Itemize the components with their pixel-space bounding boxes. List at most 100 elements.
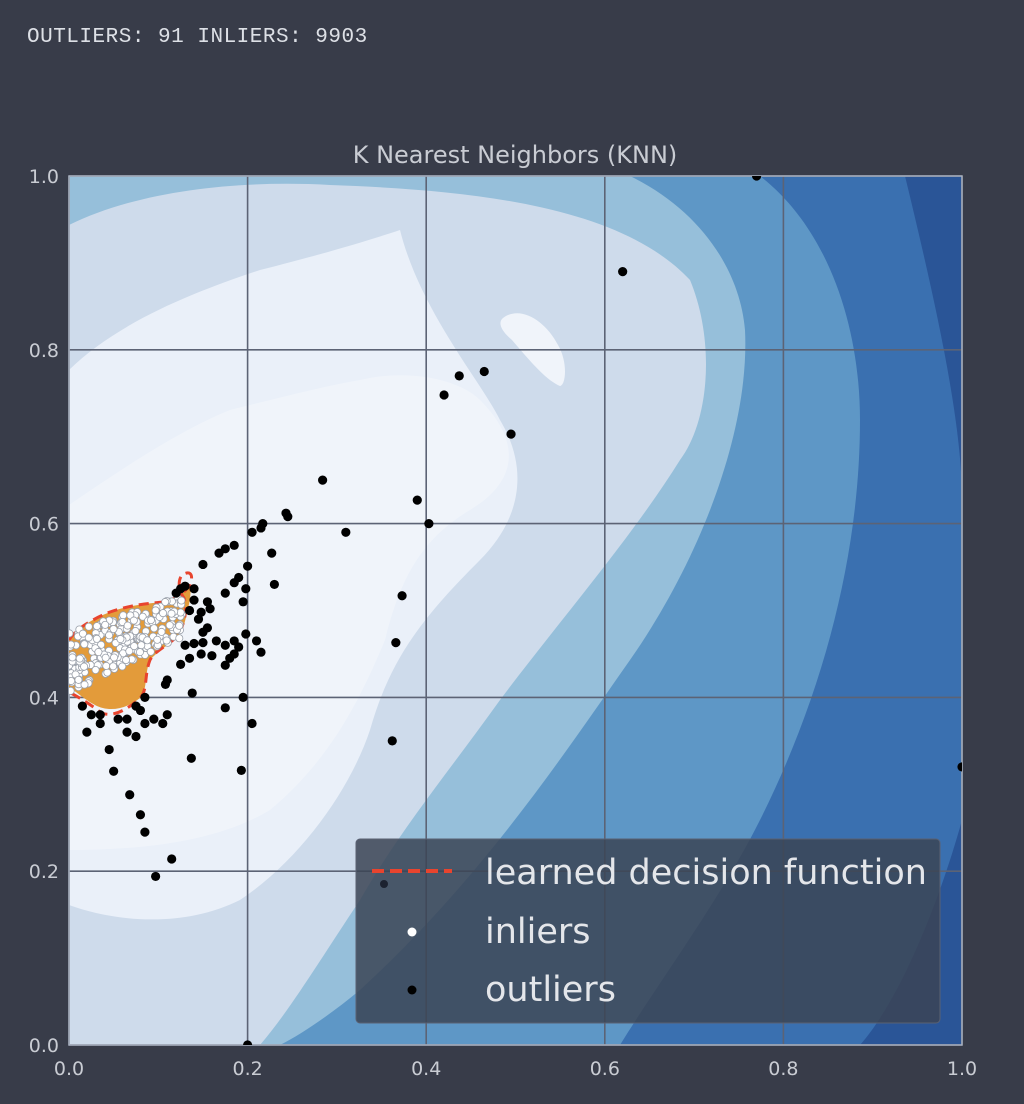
outlier-point	[220, 588, 230, 598]
outlier-point	[318, 475, 328, 485]
outlier-point	[412, 495, 422, 505]
outlier-point	[229, 578, 239, 588]
outlier-point	[397, 591, 407, 601]
inlier-point	[84, 633, 93, 642]
outlier-point	[86, 710, 96, 720]
inlier-point	[69, 686, 75, 695]
y-tick-label: 0.6	[29, 514, 59, 536]
outliers-points	[77, 176, 962, 1045]
outlier-point	[220, 660, 230, 670]
inlier-point	[105, 631, 114, 640]
legend-marker-inliers	[407, 927, 417, 937]
outlier-point	[122, 727, 132, 737]
legend: learned decision function inliers outlie…	[355, 838, 941, 1024]
inlier-point	[125, 647, 134, 656]
outlier-point	[256, 647, 266, 657]
contour-background	[69, 176, 962, 1045]
outlier-point	[160, 679, 171, 689]
outlier-point	[196, 607, 206, 617]
outlier-point	[506, 429, 516, 439]
inlier-point	[92, 634, 101, 643]
inlier-point	[129, 616, 138, 625]
x-tick-label: 1.0	[947, 1058, 977, 1080]
inlier-point	[151, 606, 160, 615]
outlier-point	[180, 640, 190, 650]
outlier-point	[752, 176, 762, 181]
inlier-point	[101, 653, 110, 662]
outlier-point	[207, 651, 217, 661]
x-tick-label: 0.0	[54, 1058, 84, 1080]
inlier-point	[161, 598, 170, 607]
outlier-point	[247, 718, 257, 729]
inlier-point	[159, 609, 168, 618]
x-tick-label: 0.2	[232, 1058, 262, 1080]
outlier-point	[140, 827, 150, 837]
inlier-point	[91, 666, 100, 675]
outlier-point	[387, 736, 397, 746]
outlier-point	[186, 753, 196, 763]
inlier-point	[80, 662, 89, 671]
outlier-point	[167, 854, 177, 864]
outlier-point	[220, 703, 230, 713]
outliers-count: 91	[158, 26, 185, 49]
inlier-point	[69, 676, 76, 685]
inlier-point	[101, 620, 110, 629]
inlier-point	[157, 627, 166, 636]
inlier-point	[138, 612, 147, 621]
outlier-point	[140, 718, 150, 729]
outlier-point	[251, 636, 262, 646]
outlier-point	[131, 731, 141, 742]
legend-marker-outliers	[407, 985, 417, 995]
inlier-point	[137, 641, 146, 650]
inlier-point	[110, 653, 119, 662]
plot-frame	[68, 175, 963, 1046]
inlier-point	[150, 624, 159, 633]
outlier-point	[256, 523, 266, 533]
legend-label-outliers: outliers	[485, 970, 616, 1010]
inlier-point	[122, 656, 131, 665]
outlier-point	[241, 584, 251, 594]
x-tick-label: 0.4	[411, 1058, 441, 1080]
outlier-point	[95, 718, 105, 729]
inlier-point	[102, 661, 111, 670]
outlier-point	[214, 548, 224, 558]
inlier-point	[75, 654, 84, 663]
chart-title: K Nearest Neighbors (KNN)	[353, 141, 678, 169]
inlier-point	[153, 635, 162, 644]
outlier-point	[220, 640, 230, 650]
outlier-point	[104, 744, 114, 755]
outlier-point	[198, 627, 208, 637]
outlier-point	[202, 597, 213, 607]
inlier-point	[92, 622, 101, 631]
y-tick-label: 0.4	[29, 687, 59, 709]
outlier-point	[618, 266, 628, 277]
inlier-point	[109, 662, 118, 671]
inlier-point	[94, 648, 103, 657]
inlier-point	[131, 627, 140, 636]
inlier-point	[84, 622, 93, 631]
y-tick-label: 0.8	[29, 340, 59, 362]
outlier-point	[439, 390, 449, 400]
outlier-point	[113, 714, 123, 724]
outlier-point	[189, 638, 199, 649]
outlier-point	[189, 584, 199, 594]
outlier-point	[162, 710, 172, 720]
outlier-point	[211, 636, 221, 646]
inlier-point	[80, 640, 89, 649]
outlier-point	[247, 527, 257, 537]
inlier-point	[69, 640, 75, 649]
inlier-point	[109, 625, 118, 634]
contour-level-0	[69, 375, 509, 850]
outlier-point	[269, 579, 279, 590]
outlier-point	[184, 605, 195, 616]
inlier-point	[123, 621, 132, 630]
inlier-point	[69, 629, 74, 638]
legend-box	[355, 838, 941, 1024]
legend-decision-dot	[380, 880, 388, 888]
inlier-point	[167, 609, 176, 618]
inlier-point	[69, 653, 77, 662]
outlier-point	[957, 762, 962, 772]
outlier-point	[187, 688, 197, 698]
y-tick-label: 1.0	[29, 166, 59, 188]
outlier-point	[176, 584, 186, 594]
